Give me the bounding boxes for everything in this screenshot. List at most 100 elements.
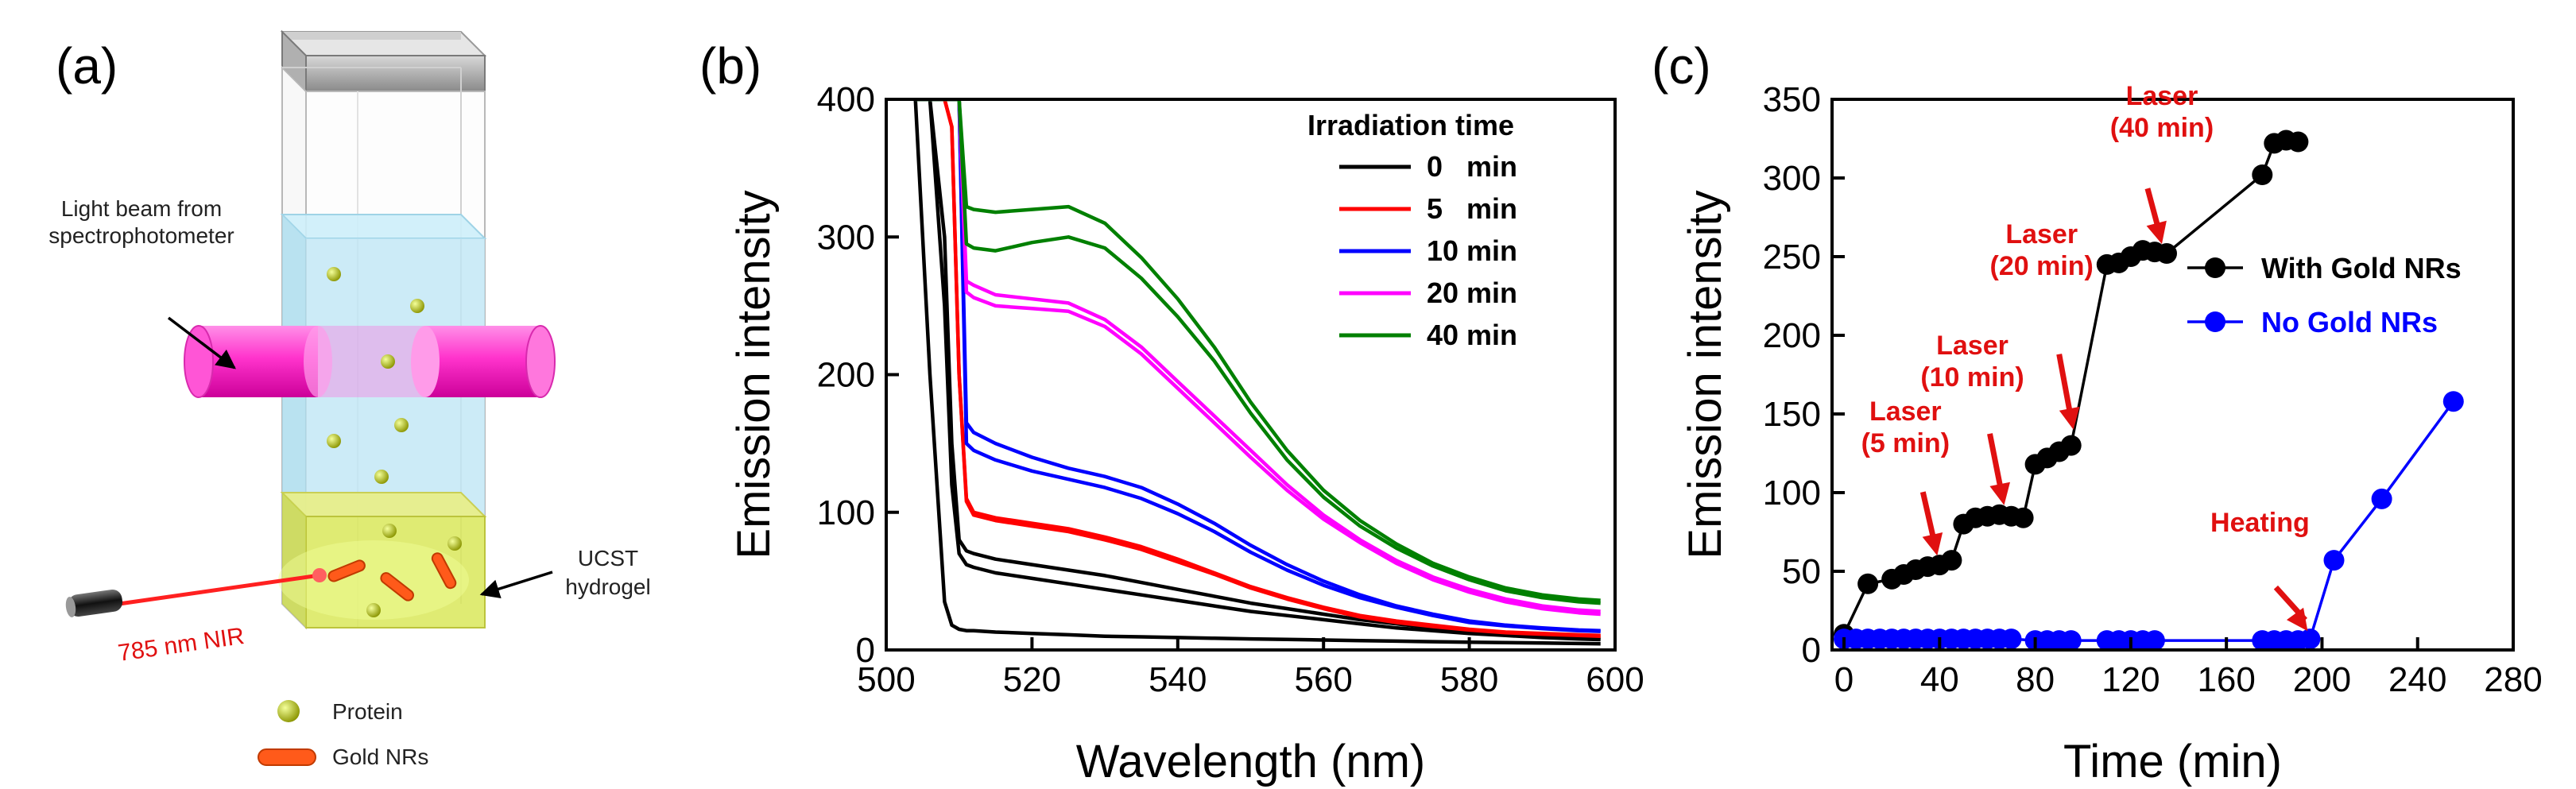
legend-label-4: 40 min [1427, 319, 1517, 351]
panel-a-diagram: (a) [48, 29, 651, 769]
b-x-tick-label-4: 580 [1440, 660, 1498, 699]
panel-b-chart: (b) 500 520 540 560 580 600 0 100 200 300 400 Wave… [699, 37, 1644, 787]
annotation-arrowhead-3 [2146, 220, 2167, 245]
b-y-tick-label-3: 300 [817, 218, 875, 257]
panel-c-y-axis-title: Emission intensity [1679, 190, 1731, 559]
annotation-arrow-1 [1987, 433, 2005, 495]
panel-b-x-axis-title: Wavelength (nm) [1076, 736, 1425, 787]
panel-c-axes: 0 40 80 120 160 200 240 280 0 50 100 150 200 250 300 35… [1763, 80, 2543, 699]
annotation-arrowhead-2 [2059, 406, 2080, 430]
annotation-label-1-line2: (10 min) [1920, 362, 2024, 393]
b-x-tick-label-2: 540 [1149, 660, 1207, 699]
panel-c-label: (c) [1652, 37, 1711, 95]
cuvette-cap [280, 29, 487, 94]
legend-title: Irradiation time [1307, 109, 1514, 141]
annotation-label-3-line2: (40 min) [2110, 113, 2214, 143]
spectrum-line-9 [915, 99, 1601, 602]
data-point-0-23 [2156, 243, 2177, 264]
panel-c-annotations: Laser(5 min)Laser(10 min)Laser(20 min)La… [1861, 81, 2310, 632]
panel-b-axes: 500 520 540 560 580 600 0 100 200 300 400 [817, 80, 1644, 699]
annotation-label-3-line1: Laser [2126, 81, 2198, 111]
b-x-tick-label-1: 520 [1003, 660, 1061, 699]
data-point-1-23 [2144, 630, 2165, 652]
c-y-tick-label-5: 250 [1763, 238, 1821, 277]
c-legend-marker-1 [2205, 311, 2225, 332]
annotation-3: Laser(40 min) [2110, 81, 2214, 245]
ucst-hydrogel [278, 492, 487, 628]
b-y-tick-label-2: 200 [817, 356, 875, 395]
annotation-label-2-line1: Laser [2005, 219, 2078, 249]
c-x-tick-label-7: 280 [2484, 660, 2542, 699]
c-y-tick-label-4: 200 [1763, 316, 1821, 355]
c-x-tick-label-6: 240 [2388, 660, 2446, 699]
protein-particles [327, 267, 462, 617]
c-x-tick-label-1: 40 [1920, 660, 1959, 699]
data-point-1-29 [2323, 550, 2345, 571]
light-beam [184, 325, 556, 398]
spectrum-line-4 [915, 99, 1601, 638]
annotation-label-0-line1: Laser [1869, 396, 1942, 427]
gold-nr-legend-icon [258, 748, 316, 766]
data-point-0-17 [2060, 435, 2082, 456]
c-y-tick-label-7: 350 [1763, 80, 1821, 119]
b-x-tick-label-5: 600 [1586, 660, 1644, 699]
gold-nanorods [327, 552, 457, 601]
laser-wavelength-label: 785 nm NIR [116, 623, 246, 667]
panel-a-label: (a) [56, 37, 118, 95]
data-point-0-1 [1857, 573, 1879, 594]
data-point-1-14 [2001, 628, 2022, 650]
b-x-tick-label-3: 560 [1294, 660, 1352, 699]
c-y-tick-label-3: 150 [1763, 395, 1821, 434]
spectrum-line-1 [915, 99, 1601, 642]
hydrogel-label-line1: UCST [578, 546, 638, 570]
hydrogel-arrow [479, 570, 553, 599]
data-point-0-24 [2252, 164, 2273, 185]
legend-label-1: 5 min [1427, 192, 1517, 225]
annotation-arrowhead-1 [1989, 482, 2011, 505]
c-x-tick-label-0: 0 [1834, 660, 1854, 699]
data-point-0-27 [2287, 131, 2309, 153]
time-course-series [1834, 130, 2464, 652]
data-point-1-18 [2060, 630, 2082, 652]
legend-label-2: 10 min [1427, 234, 1517, 267]
annotation-label-4-line1: Heating [2210, 508, 2310, 538]
protein-legend-icon [277, 700, 300, 722]
spectrum-line-8 [915, 99, 1601, 617]
data-point-1-30 [2371, 488, 2392, 509]
b-x-tick-label-0: 500 [857, 660, 915, 699]
data-point-0-13 [2012, 507, 2034, 528]
b-y-tick-label-4: 400 [817, 80, 875, 119]
annotation-label-0-line2: (5 min) [1861, 428, 1950, 458]
c-legend-marker-0 [2205, 257, 2225, 278]
legend-label-3: 20 min [1427, 277, 1517, 309]
c-y-tick-label-1: 50 [1782, 552, 1821, 591]
light-beam-label-line1: Light beam from [61, 196, 222, 221]
legend-label-0: 0 min [1427, 150, 1517, 183]
panel-b-y-axis-title: Emission intensity [728, 190, 780, 559]
spectrum-line-10 [915, 99, 1601, 605]
c-x-tick-label-4: 160 [2197, 660, 2255, 699]
diagram-legend: Protein Gold NRs [258, 699, 428, 769]
panel-b-legend: Irradiation time 0 min 5 min 10 min 20 min 4… [1307, 109, 1517, 351]
c-y-tick-label-0: 0 [1802, 631, 1821, 670]
spectrum-line-7 [915, 99, 1601, 613]
light-beam-arrow [167, 316, 236, 369]
c-legend-label-1: No Gold NRs [2261, 306, 2438, 338]
b-y-tick-label-1: 100 [817, 493, 875, 532]
panel-c-x-axis-title: Time (min) [2063, 736, 2282, 787]
light-beam-label-line2: spectrophotometer [48, 223, 234, 248]
c-x-tick-label-5: 200 [2293, 660, 2351, 699]
data-point-1-31 [2442, 391, 2464, 412]
panel-b-label: (b) [699, 37, 761, 95]
spectrum-line-6 [915, 99, 1601, 633]
annotation-label-1-line1: Laser [1936, 331, 2009, 361]
c-y-tick-label-2: 100 [1763, 474, 1821, 512]
nir-laser [65, 568, 327, 617]
panel-c-plot-frame [1830, 98, 2515, 652]
data-point-1-28 [2299, 628, 2321, 650]
c-y-tick-label-6: 300 [1763, 159, 1821, 198]
b-y-tick-label-0: 0 [856, 631, 875, 670]
hydrogel-label-line2: hydrogel [565, 574, 650, 599]
annotation-4: Heating [2210, 508, 2310, 632]
